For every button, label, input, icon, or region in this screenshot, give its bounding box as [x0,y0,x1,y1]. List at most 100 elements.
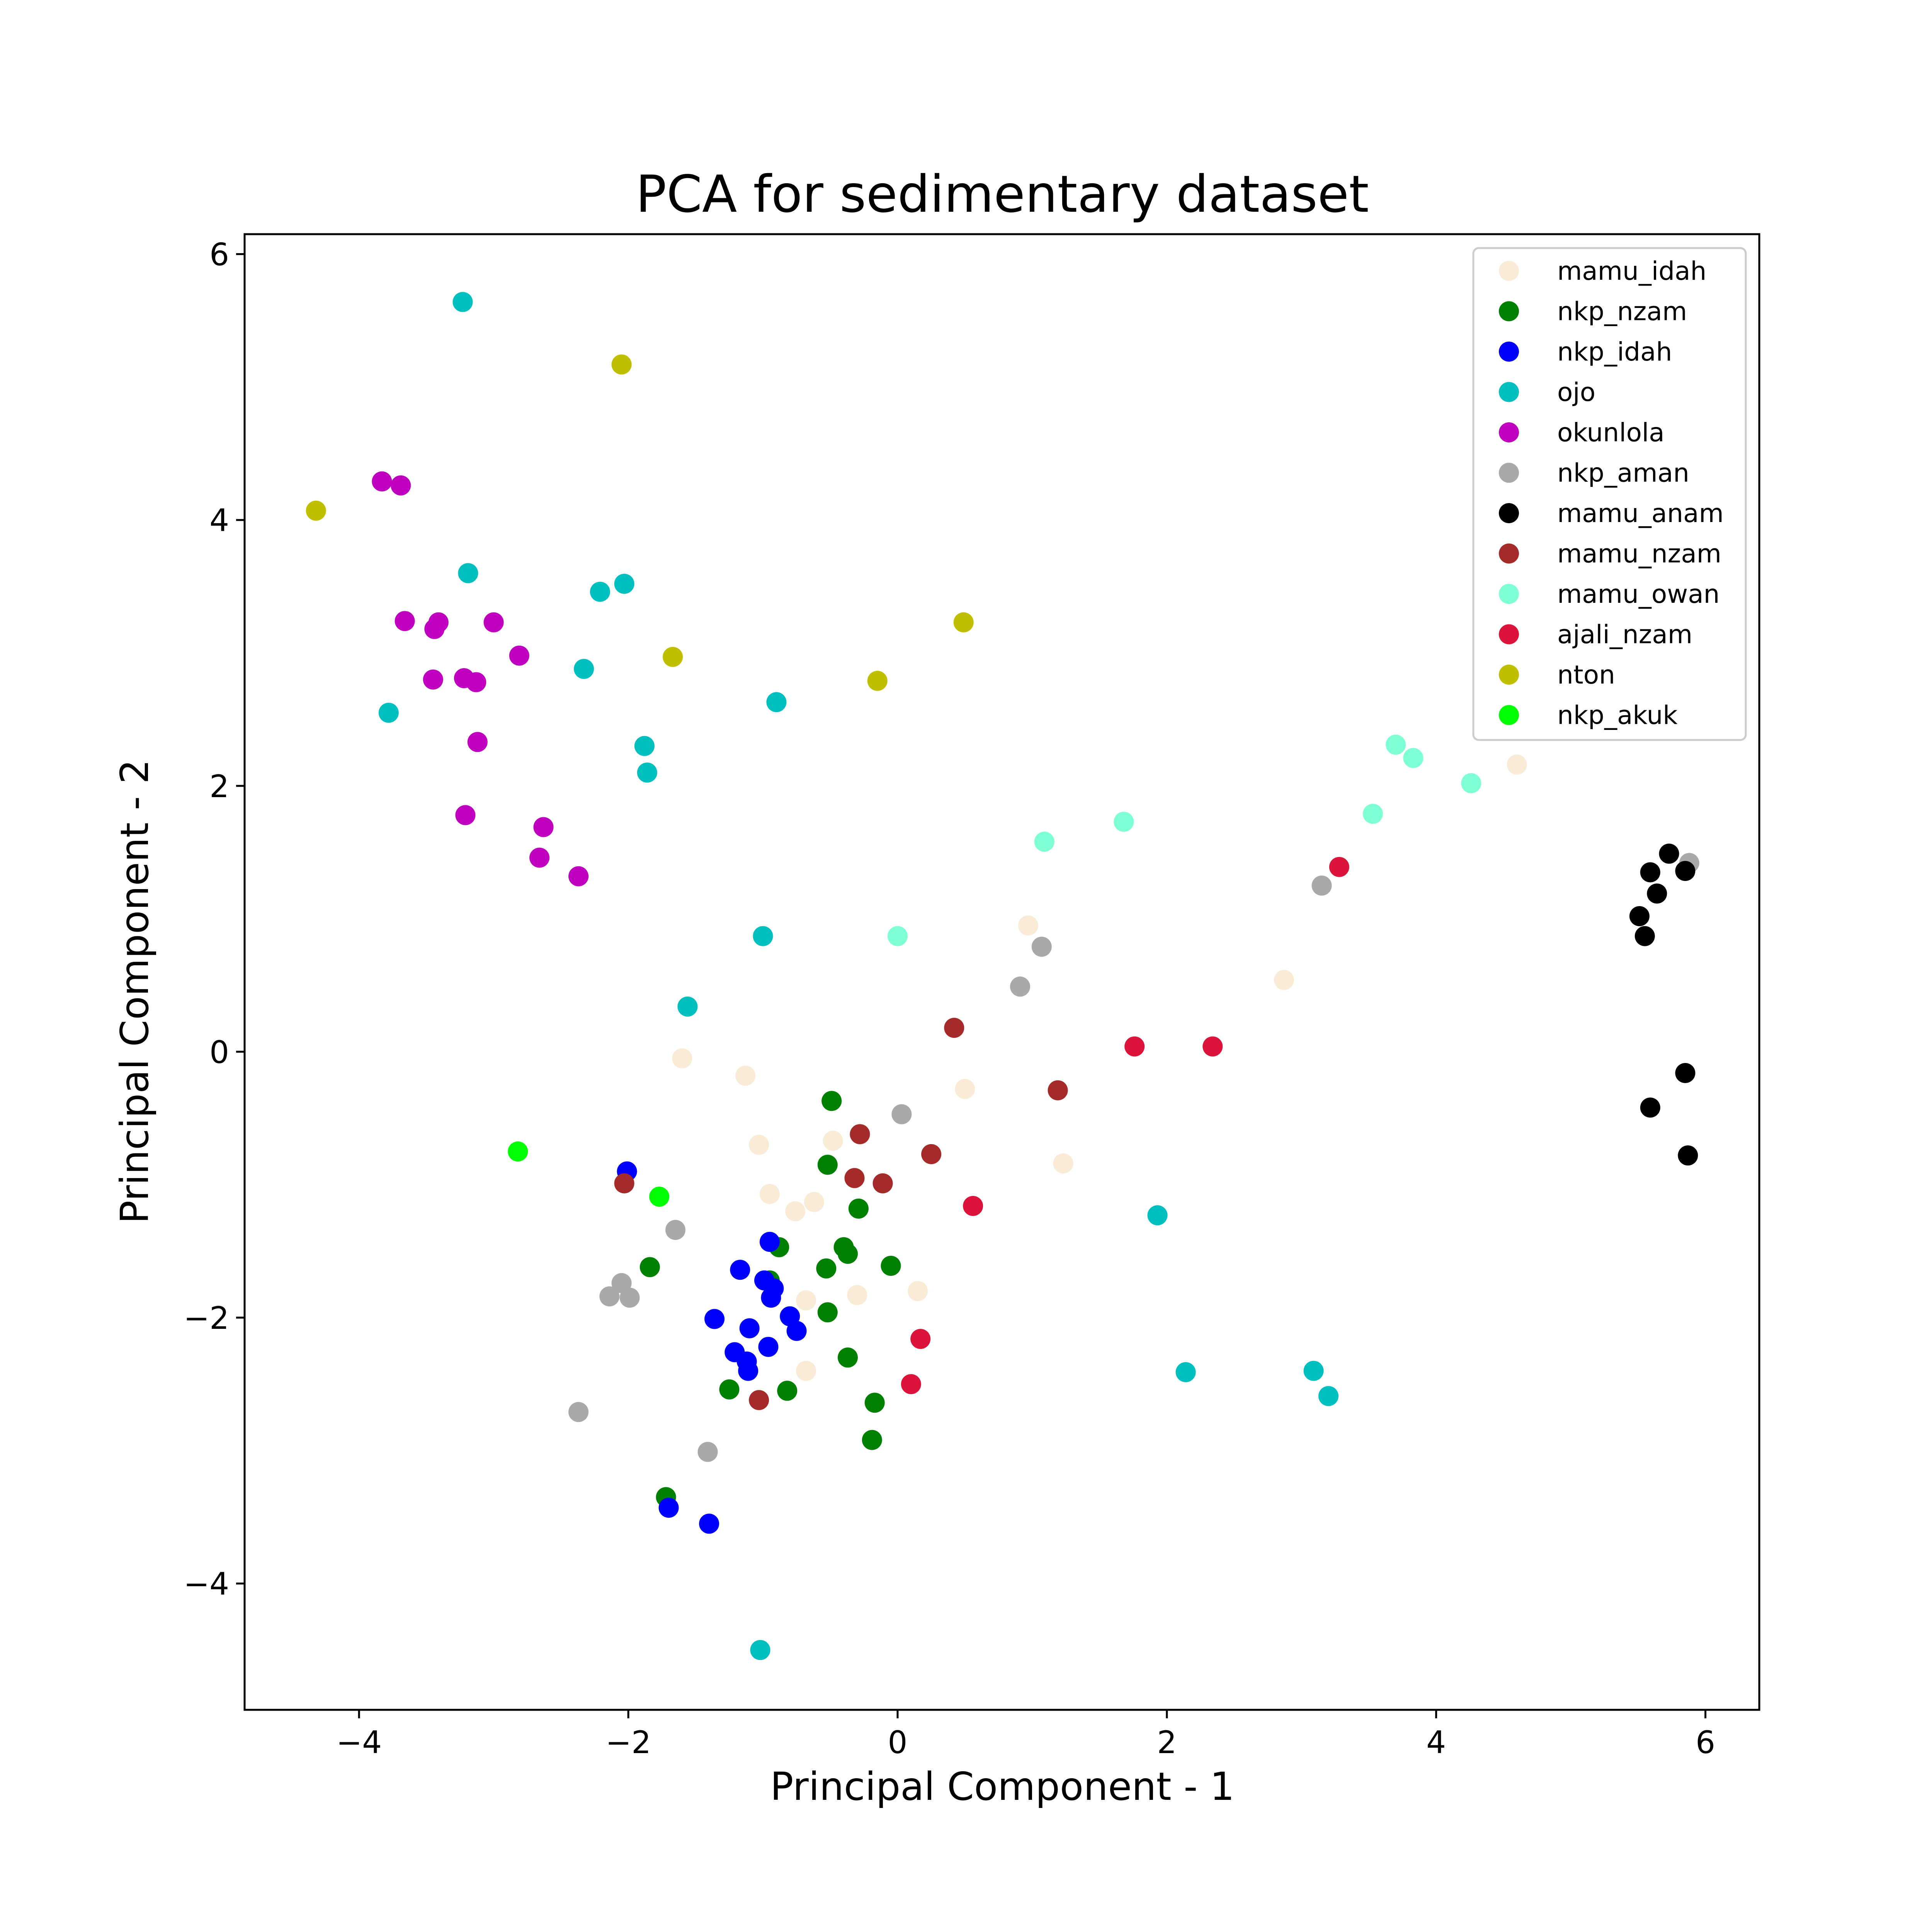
legend-marker-nton [1499,665,1519,685]
data-point-ojo [614,573,634,594]
data-point-nkp_nzam [881,1255,901,1276]
x-tick-label: 0 [888,1725,908,1760]
x-tick-label: −2 [605,1725,651,1760]
data-point-okunlola [568,866,589,886]
data-point-ojo [1147,1205,1168,1226]
data-point-ojo [574,659,594,679]
data-point-ojo [634,736,655,756]
data-point-ojo [753,926,773,946]
data-point-nkp_nzam [848,1198,869,1219]
legend-label-nkp_aman: nkp_aman [1557,458,1689,488]
legend-marker-okunlola [1499,422,1519,442]
data-point-okunlola [372,471,392,492]
data-point-mamu_nzam [749,1390,769,1410]
x-tick-label: −4 [336,1725,382,1760]
legend-label-okunlola: okunlola [1557,418,1665,447]
data-point-nkp_aman [665,1220,685,1240]
data-point-nkp_nzam [821,1091,842,1111]
data-point-nkp_idah [758,1337,779,1357]
data-point-mamu_idah [955,1079,975,1099]
legend-label-mamu_anam: mamu_anam [1557,498,1724,528]
data-point-mamu_idah [759,1184,780,1204]
data-point-mamu_owan [1403,748,1423,768]
series-nkp_idah [617,1161,807,1534]
data-point-nkp_idah [761,1287,781,1308]
data-point-mamu_owan [1034,832,1054,852]
series-okunlola [372,471,589,886]
data-point-ojo [750,1640,770,1660]
data-point-nkp_akuk [508,1141,528,1162]
legend-label-mamu_nzam: mamu_nzam [1557,539,1721,569]
x-tick-label: 2 [1157,1725,1177,1760]
series-mamu_nzam [614,1018,1068,1410]
data-point-okunlola [467,732,488,752]
legend-label-nkp_idah: nkp_idah [1557,337,1672,367]
data-point-mamu_idah [785,1201,806,1221]
data-point-mamu_nzam [844,1168,865,1188]
data-point-nkp_aman [611,1273,632,1293]
data-point-ajali_nzam [910,1329,931,1349]
data-point-nkp_nzam [817,1302,838,1323]
data-point-nkp_nzam [862,1430,882,1450]
x-tick-label: 6 [1696,1725,1715,1760]
data-point-nkp_idah [730,1260,750,1280]
data-point-mamu_owan [1363,804,1383,824]
series-mamu_anam [1629,844,1698,1166]
data-point-nkp_aman [599,1286,620,1306]
legend-marker-mamu_anam [1499,503,1519,523]
data-point-mamu_nzam [850,1124,870,1145]
y-tick-label: 2 [209,769,229,804]
y-tick-label: 4 [209,503,229,539]
data-point-mamu_idah [735,1065,756,1086]
data-point-mamu_anam [1659,844,1679,864]
data-point-ajali_nzam [1202,1036,1223,1057]
data-point-nkp_nzam [777,1381,798,1401]
data-point-nkp_idah [759,1231,780,1252]
data-points [306,292,1699,1660]
series-nkp_akuk [508,1141,670,1207]
series-nton [306,354,974,691]
legend-marker-nkp_nzam [1499,301,1519,321]
data-point-ojo [452,292,473,312]
data-point-mamu_idah [1018,915,1038,936]
legend-label-ajali_nzam: ajali_nzam [1557,620,1692,650]
y-tick-label: −2 [184,1300,229,1336]
data-point-ojo [378,702,399,723]
data-point-nkp_idah [699,1514,719,1534]
data-point-mamu_nzam [872,1173,893,1194]
data-point-nkp_nzam [864,1393,885,1413]
data-point-nkp_aman [1010,976,1030,997]
legend-marker-mamu_nzam [1499,543,1519,564]
legend-marker-nkp_idah [1499,342,1519,362]
data-point-nkp_aman [1031,937,1052,957]
data-point-mamu_nzam [921,1144,942,1164]
data-point-nkp_idah [738,1361,759,1381]
data-point-mamu_idah [749,1134,769,1155]
data-point-nkp_nzam [838,1347,858,1368]
data-point-mamu_idah [804,1192,824,1212]
data-point-nkp_aman [697,1442,718,1462]
data-point-ojo [1303,1361,1324,1381]
data-point-nton [306,500,326,521]
legend-marker-mamu_idah [1499,261,1519,281]
data-point-mamu_idah [823,1131,843,1151]
data-point-nton [953,612,974,633]
data-point-mamu_nzam [614,1173,634,1194]
legend-label-nkp_nzam: nkp_nzam [1557,297,1687,327]
data-point-okunlola [466,672,486,692]
data-point-mamu_anam [1640,862,1660,883]
data-point-okunlola [455,805,476,825]
data-point-ajali_nzam [963,1196,983,1216]
data-point-mamu_idah [1053,1153,1073,1173]
data-point-mamu_anam [1640,1097,1660,1118]
plot-frame [243,233,1760,1711]
data-point-nkp_nzam [817,1155,838,1175]
data-point-mamu_anam [1675,861,1696,881]
legend-marker-ojo [1499,382,1519,402]
data-point-nkp_aman [619,1287,640,1308]
legend-label-nton: nton [1557,660,1615,690]
data-point-nkp_aman [891,1104,912,1124]
legend-marker-mamu_owan [1499,584,1519,604]
x-tick-label: 4 [1426,1725,1446,1760]
